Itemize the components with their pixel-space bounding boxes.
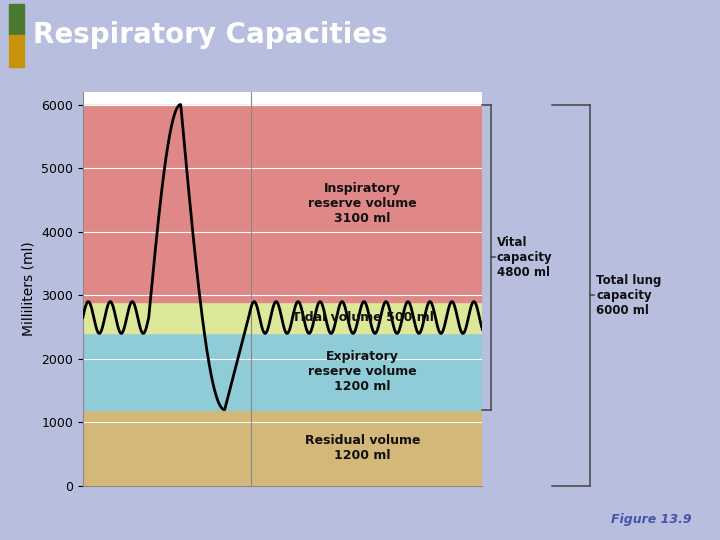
Text: Figure 13.9: Figure 13.9 xyxy=(611,514,691,526)
Text: Respiratory Capacities: Respiratory Capacities xyxy=(33,21,388,49)
Text: Residual volume
1200 ml: Residual volume 1200 ml xyxy=(305,434,420,462)
Text: Tidal volume 500 ml: Tidal volume 500 ml xyxy=(292,311,433,324)
Text: Vital
capacity
4800 ml: Vital capacity 4800 ml xyxy=(497,235,552,279)
Bar xyxy=(83,410,482,486)
Bar xyxy=(9,3,24,35)
Text: Total lung
capacity
6000 ml: Total lung capacity 6000 ml xyxy=(596,274,662,317)
Y-axis label: Milliliters (ml): Milliliters (ml) xyxy=(22,241,35,336)
Bar xyxy=(83,302,482,333)
Text: Expiratory
reserve volume
1200 ml: Expiratory reserve volume 1200 ml xyxy=(308,350,417,393)
Bar xyxy=(83,105,482,302)
Text: Inspiratory
reserve volume
3100 ml: Inspiratory reserve volume 3100 ml xyxy=(308,181,417,225)
Bar xyxy=(83,333,482,410)
Bar xyxy=(9,35,24,66)
